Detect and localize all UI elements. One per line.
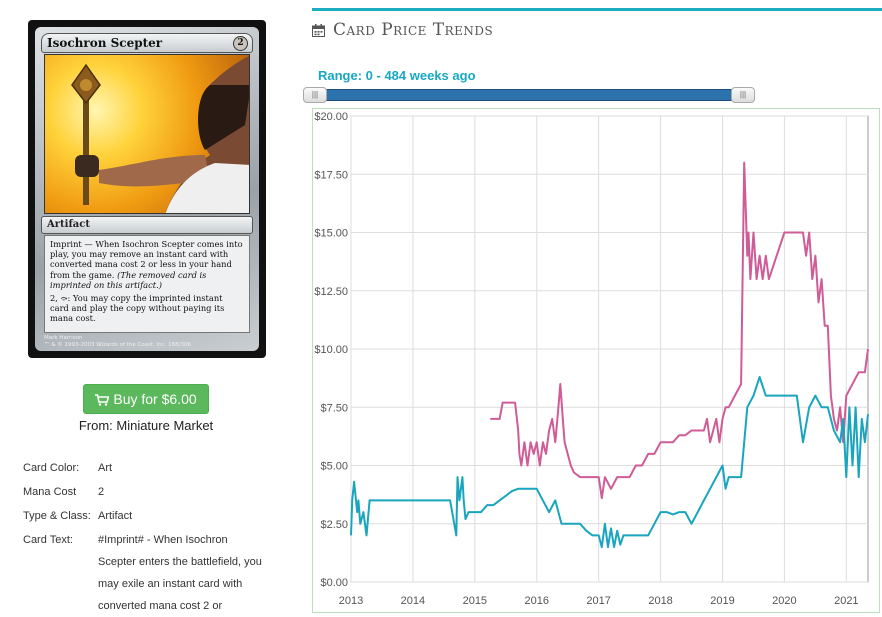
card-artist: Mark Harrison (44, 335, 83, 341)
x-tick-label: 2019 (710, 595, 734, 607)
y-tick-label: $17.50 (314, 169, 348, 181)
mana-label: Mana Cost (23, 486, 77, 498)
card-frame: Isochron Scepter 2 Artifact Imprint — Wh… (35, 27, 259, 351)
card-artwork (44, 54, 250, 214)
card-footer: Mark Harrison ™ & © 1993-2003 Wizards of… (44, 335, 250, 349)
mana-value: 2 (98, 486, 105, 498)
card-image: Isochron Scepter 2 Artifact Imprint — Wh… (28, 20, 266, 358)
x-tick-label: 2016 (525, 595, 549, 607)
x-tick-label: 2014 (401, 595, 425, 607)
card-title-bar: Isochron Scepter 2 (41, 33, 253, 53)
slider-handle-min[interactable]: ||| (303, 87, 327, 103)
x-tick-label: 2020 (772, 595, 796, 607)
section-title: Card Price Trends (312, 20, 493, 42)
y-tick-label: $12.50 (314, 286, 348, 298)
range-slider[interactable]: ||| ||| (303, 87, 755, 103)
x-tick-label: 2017 (586, 595, 610, 607)
rules-text-2: 2, ⤼: You may copy the imprinted instant… (50, 293, 225, 324)
type-value: Artifact (98, 510, 133, 522)
buy-button-label: Buy for $6.00 (113, 391, 197, 407)
artwork-illustration (71, 55, 249, 213)
y-tick-label: $5.00 (320, 461, 348, 473)
card-type-line: Artifact (41, 216, 253, 234)
shopping-cart-icon (95, 387, 110, 415)
slider-handle-max[interactable]: ||| (731, 87, 755, 103)
x-tick-label: 2015 (463, 595, 487, 607)
card-name: Isochron Scepter (47, 36, 163, 50)
card-rules-text: Imprint — When Isochron Scepter comes in… (44, 235, 250, 333)
seller-label: From: Miniature Market (78, 418, 214, 433)
x-tick-label: 2018 (648, 595, 672, 607)
y-tick-label: $15.00 (314, 228, 348, 240)
y-tick-label: $20.00 (314, 111, 348, 123)
y-tick-label: $0.00 (320, 577, 348, 589)
series-line-2 (350, 376, 869, 549)
color-value: Art (98, 462, 113, 474)
calendar-icon (312, 22, 325, 42)
mana-symbol-icon: 2 (233, 36, 248, 51)
text-label: Card Text: (23, 534, 73, 546)
buy-button[interactable]: Buy for $6.00 (83, 384, 209, 414)
section-divider (312, 8, 882, 11)
color-label: Card Color: (23, 462, 80, 474)
rules-text-1: Imprint — When Isochron Scepter comes in… (50, 239, 243, 280)
y-tick-label: $7.50 (320, 402, 348, 414)
section-title-text: Card Price Trends (333, 20, 494, 40)
y-tick-label: $2.50 (320, 519, 348, 531)
x-tick-label: 2021 (834, 595, 858, 607)
price-chart: $0.00 $2.50 $5.00 $7.50 $10.00 $12.50 $15.00 $1… (312, 108, 880, 613)
range-label: Range: 0 - 484 weeks ago (318, 68, 476, 83)
card-copyright: ™ & © 1993-2003 Wizards of the Coast, In… (44, 342, 192, 348)
text-value: #Imprint# - When Isochron Scepter enters… (98, 534, 262, 612)
y-tick-label: $10.00 (314, 344, 348, 356)
series-line-1 (490, 161, 869, 500)
type-label: Type & Class: (23, 510, 91, 522)
price-chart-svg: $0.00 $2.50 $5.00 $7.50 $10.00 $12.50 $15.00 $1… (314, 111, 869, 607)
reminder-text: (The removed card is imprinted on this a… (50, 269, 207, 290)
x-tick-label: 2013 (339, 595, 363, 607)
